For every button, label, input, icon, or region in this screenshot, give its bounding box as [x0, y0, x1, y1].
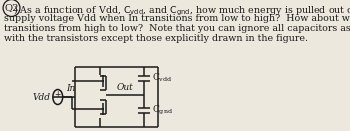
Text: +: +: [55, 90, 61, 99]
Text: ) As a function of Vdd, $\mathrm{C_{vdd}}$, and $\mathrm{C_{gnd}}$, how much ene: ) As a function of Vdd, $\mathrm{C_{vdd}…: [13, 4, 350, 18]
Text: supply voltage Vdd when In transitions from low to high?  How about when In: supply voltage Vdd when In transitions f…: [4, 14, 350, 23]
Text: Vdd: Vdd: [32, 92, 50, 102]
Text: $\mathregular{C_{vdd}}$: $\mathregular{C_{vdd}}$: [152, 72, 172, 84]
Text: transitions from high to low?  Note that you can ignore all capacitors associate: transitions from high to low? Note that …: [4, 24, 350, 33]
Text: $\mathregular{C_{gnd}}$: $\mathregular{C_{gnd}}$: [152, 103, 173, 117]
Text: with the transistors except those explicitly drawn in the figure.: with the transistors except those explic…: [4, 34, 308, 43]
Text: In: In: [66, 84, 76, 93]
Text: Out: Out: [116, 83, 133, 92]
Text: Q2: Q2: [4, 4, 19, 12]
